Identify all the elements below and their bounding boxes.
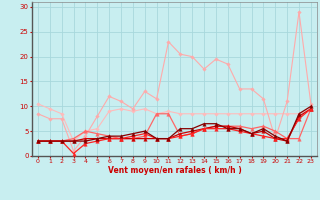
X-axis label: Vent moyen/en rafales ( km/h ): Vent moyen/en rafales ( km/h ) <box>108 166 241 175</box>
